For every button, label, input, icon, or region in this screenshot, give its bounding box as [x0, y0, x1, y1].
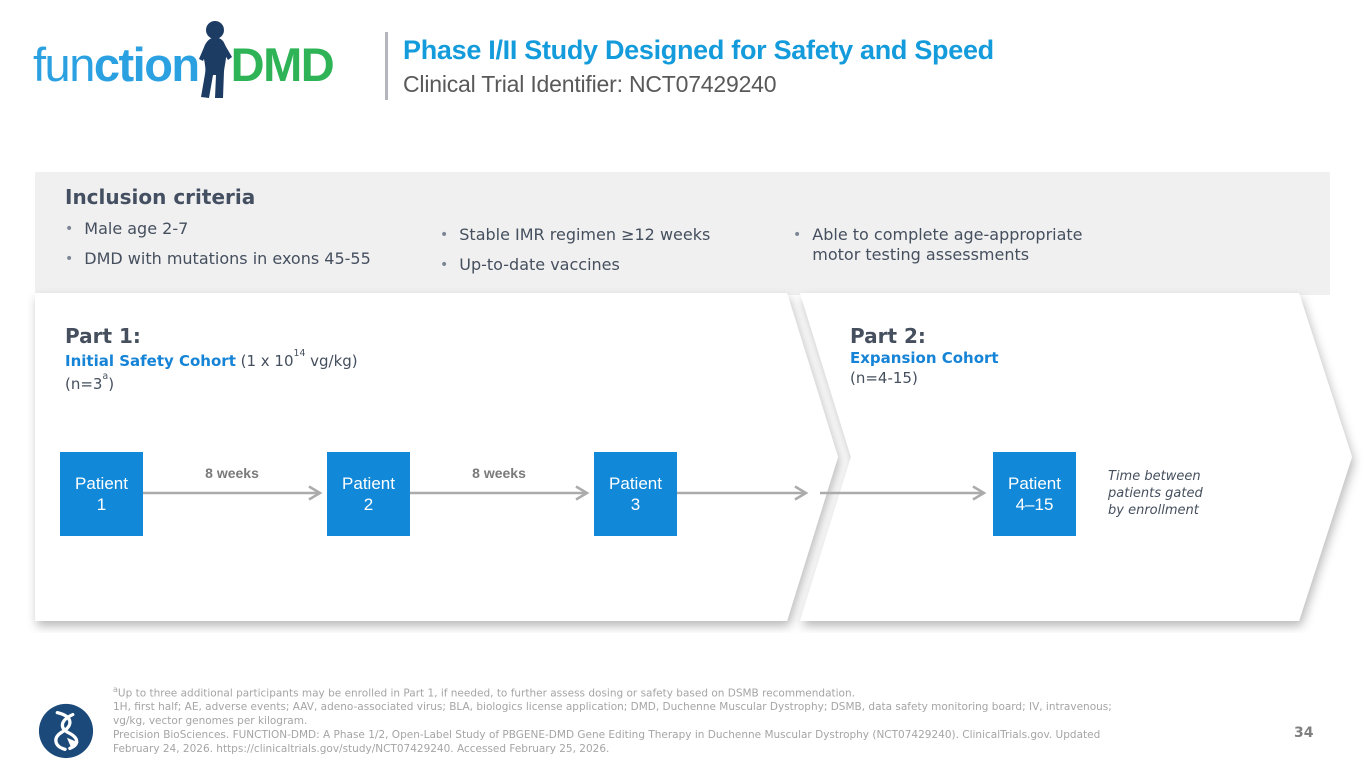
part1-cohort-name: Initial Safety Cohort: [65, 352, 236, 370]
child-silhouette-icon: [198, 21, 232, 98]
part1-n-line: (n=3a): [65, 371, 358, 394]
criteria-item: • Male age 2-7: [65, 219, 371, 239]
patient-2-box: Patient 2: [327, 452, 410, 536]
page-number: 34: [1294, 725, 1314, 741]
part1-dose-prefix: (1 x 10: [235, 352, 294, 370]
footnote-block: aUp to three additional participants may…: [113, 683, 1112, 756]
part1-cohort-line: Initial Safety Cohort (1 x 1014 vg/kg): [65, 348, 358, 371]
patient-number: 4–15: [1015, 495, 1054, 514]
criteria-item: • Stable IMR regimen ≥12 weeks: [440, 225, 710, 245]
inclusion-column-2: • Stable IMR regimen ≥12 weeks • Up-to-d…: [440, 225, 710, 285]
inclusion-column-1: • Male age 2-7 • DMD with mutations in e…: [65, 219, 371, 279]
patient-3-box: Patient 3: [594, 452, 677, 536]
part2-n-line: (n=4-15): [850, 369, 918, 387]
part1-chevron-shape: [35, 293, 838, 621]
patient-number: 2: [363, 495, 374, 514]
logo-word-fun: fun: [33, 37, 95, 91]
footnote-line: aUp to three additional participants may…: [113, 683, 1112, 701]
criteria-text: Male age 2-7: [84, 219, 189, 238]
trial-identifier-subtitle: Clinical Trial Identifier: NCT07429240: [403, 71, 777, 97]
patient-label: Patient: [75, 474, 128, 493]
inclusion-criteria-heading: Inclusion criteria: [65, 185, 256, 209]
criteria-text: Able to complete age-appropriate motor t…: [812, 225, 1083, 264]
footnote-marker: a: [113, 685, 118, 694]
criteria-text: Up-to-date vaccines: [459, 255, 620, 274]
criteria-text: DMD with mutations in exons 45-55: [84, 249, 371, 268]
header-divider: [385, 32, 388, 100]
criteria-item: • DMD with mutations in exons 45-55: [65, 249, 371, 269]
part2-label: Part 2:: [850, 324, 926, 348]
bullet-icon: •: [793, 227, 802, 243]
patient-number: 1: [96, 495, 107, 514]
bullet-icon: •: [440, 227, 449, 243]
enrollment-gating-note: Time between patients gated by enrollmen…: [1108, 469, 1203, 518]
logo-word-ction: ction: [93, 37, 200, 91]
bullet-icon: •: [440, 257, 449, 273]
slide-title: Phase I/II Study Designed for Safety and…: [403, 35, 994, 65]
patient-4-15-box: Patient 4–15: [993, 452, 1076, 536]
logo-word-dmd: DMD: [230, 37, 335, 91]
inclusion-criteria-panel: [35, 172, 1330, 295]
patient-label: Patient: [609, 474, 662, 493]
criteria-text: Stable IMR regimen ≥12 weeks: [459, 225, 711, 244]
bullet-icon: •: [65, 251, 74, 267]
patient-label: Patient: [342, 474, 395, 493]
footnote-line: February 24, 2026. https://clinicaltrial…: [113, 742, 610, 755]
part1-header: Part 1: Initial Safety Cohort (1 x 1014 …: [65, 324, 358, 394]
footnote-line: Precision BioSciences. FUNCTION-DMD: A P…: [113, 728, 1101, 741]
patient-1-box: Patient 1: [60, 452, 143, 536]
inclusion-column-3: • Able to complete age-appropriate motor…: [793, 225, 1123, 265]
part1-n-footnote-marker: a: [102, 370, 109, 382]
criteria-item: • Up-to-date vaccines: [440, 255, 710, 275]
part2-cohort-name: Expansion Cohort: [850, 349, 999, 367]
footnote-line: 1H, first half; AE, adverse events; AAV,…: [113, 701, 1112, 714]
bullet-icon: •: [65, 221, 74, 237]
footnote-line: vg/kg, vector genomes per kilogram.: [113, 715, 308, 728]
part1-n-suffix: ): [108, 375, 115, 393]
part2-header: Part 2: Expansion Cohort (n=4-15): [850, 324, 999, 388]
precision-biosciences-logo-icon: [38, 703, 94, 759]
gap-label-8-weeks-2: 8 weeks: [472, 465, 526, 481]
criteria-item: • Able to complete age-appropriate motor…: [793, 225, 1123, 265]
study-parts-chevrons: [35, 293, 1352, 621]
footnote-text: Up to three additional participants may …: [117, 687, 855, 700]
patient-number: 3: [630, 495, 641, 514]
function-dmd-logo: fun ction DMD: [33, 20, 335, 108]
gap-label-8-weeks-1: 8 weeks: [205, 465, 259, 481]
patient-label: Patient: [1008, 474, 1061, 493]
part1-n-prefix: (n=3: [65, 375, 103, 393]
part1-dose-suffix: vg/kg): [305, 352, 358, 370]
part2-chevron-shape: [800, 293, 1352, 621]
part1-dose-exponent: 14: [293, 347, 306, 359]
part1-label: Part 1:: [65, 324, 141, 348]
